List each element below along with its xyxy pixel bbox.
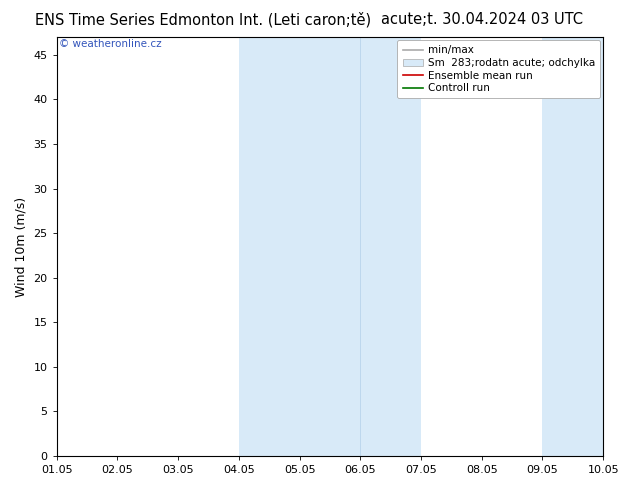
Bar bbox=[543, 37, 603, 456]
Bar bbox=[239, 37, 360, 456]
Text: © weatheronline.cz: © weatheronline.cz bbox=[60, 39, 162, 49]
Bar bbox=[360, 37, 421, 456]
Legend: min/max, Sm  283;rodatn acute; odchylka, Ensemble mean run, Controll run: min/max, Sm 283;rodatn acute; odchylka, … bbox=[398, 40, 600, 98]
Text: acute;t. 30.04.2024 03 UTC: acute;t. 30.04.2024 03 UTC bbox=[381, 12, 583, 27]
Text: ENS Time Series Edmonton Int. (Leti caron;tě): ENS Time Series Edmonton Int. (Leti caro… bbox=[35, 12, 371, 28]
Bar bbox=[603, 37, 634, 456]
Y-axis label: Wind 10m (m/s): Wind 10m (m/s) bbox=[15, 196, 28, 296]
